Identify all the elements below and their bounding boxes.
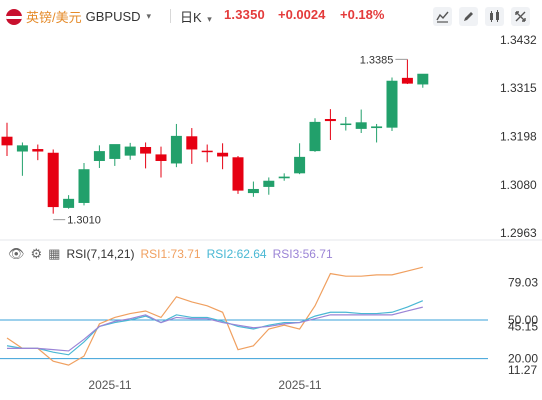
table-icon[interactable]: ▦ — [48, 246, 61, 261]
y-tick-label: 1.3315 — [500, 81, 537, 95]
candle — [63, 198, 75, 208]
interval-selector[interactable]: 日K ▾ — [180, 7, 212, 26]
candle — [355, 122, 367, 129]
rsi-tick-label: 45.15 — [508, 319, 538, 333]
gear-icon[interactable]: ⚙ — [30, 246, 43, 261]
y-tick-label: 1.3198 — [500, 129, 537, 143]
candle — [278, 176, 290, 179]
chevron-down-icon: ▾ — [146, 11, 152, 21]
symbol-selector[interactable]: 英镑/美元 GBPUSD ▾ — [6, 7, 151, 26]
rsi1-value: RSI1:73.71 — [140, 247, 201, 261]
candle — [78, 169, 90, 203]
y-tick-label: 1.3432 — [500, 33, 537, 47]
rsi-tick-label: 20.00 — [508, 352, 538, 366]
chart-mode-icon[interactable] — [433, 7, 452, 26]
candle — [124, 146, 136, 156]
rsi-legend: 👁 ⚙ ▦ RSI(7,14,21) RSI1:73.71 RSI2:62.64… — [8, 246, 333, 262]
rsi-tick-label: 50.00 — [508, 313, 538, 327]
candle — [109, 144, 121, 159]
header-bar: 英镑/美元 GBPUSD ▾ 日K ▾ 1.3350 +0.0024 +0.18… — [0, 0, 542, 32]
candle — [201, 150, 213, 153]
candle — [93, 151, 105, 161]
rsi-tick-label: 11.27 — [508, 363, 537, 377]
candle — [1, 136, 13, 146]
uk-flag-icon — [6, 8, 22, 25]
candle — [417, 73, 429, 85]
rsi-tick-label: 79.03 — [508, 276, 538, 290]
chevron-down-icon: ▾ — [207, 14, 212, 24]
candle — [140, 146, 152, 154]
candle — [401, 77, 413, 84]
price-change-percent: +0.18% — [340, 7, 385, 22]
fullscreen-icon[interactable] — [511, 7, 530, 26]
candle — [47, 152, 59, 208]
candle — [386, 80, 398, 128]
high-label: 1.3385 — [360, 54, 394, 66]
candle — [247, 188, 259, 194]
candle — [186, 136, 198, 150]
candle — [309, 121, 321, 152]
candle — [324, 119, 336, 122]
eye-icon[interactable]: 👁 — [8, 246, 25, 261]
draw-icon[interactable] — [459, 7, 478, 26]
candle — [16, 145, 28, 152]
candle — [340, 123, 352, 126]
rsi-series-line — [6, 300, 424, 356]
rsi-series-line — [6, 266, 423, 366]
toolbar — [433, 7, 530, 26]
symbol-code: GBPUSD — [85, 9, 141, 24]
x-axis-label: 2025-11 — [278, 378, 321, 392]
indicator-icon[interactable] — [485, 7, 504, 26]
candle — [263, 180, 275, 187]
current-price: 1.3350 — [224, 7, 265, 22]
x-axis-label: 2025-11 — [88, 378, 131, 392]
candle — [170, 135, 182, 164]
candle — [32, 149, 44, 152]
price-change: +0.0024 — [278, 7, 326, 22]
candle — [371, 126, 383, 129]
interval-label: 日K — [180, 10, 202, 25]
y-tick-label: 1.3080 — [500, 178, 537, 192]
candle — [155, 154, 167, 161]
candle — [294, 156, 306, 174]
y-tick-label: 1.2963 — [500, 226, 537, 240]
rsi2-value: RSI2:62.64 — [206, 247, 267, 261]
divider — [170, 9, 171, 23]
candle — [232, 157, 244, 191]
rsi-series-line — [7, 306, 423, 352]
symbol-name: 英镑/美元 — [26, 10, 82, 25]
rsi-params: RSI(7,14,21) — [66, 247, 135, 261]
rsi3-value: RSI3:56.71 — [272, 247, 333, 261]
low-label: 1.3010 — [67, 215, 101, 227]
candle — [217, 152, 229, 157]
